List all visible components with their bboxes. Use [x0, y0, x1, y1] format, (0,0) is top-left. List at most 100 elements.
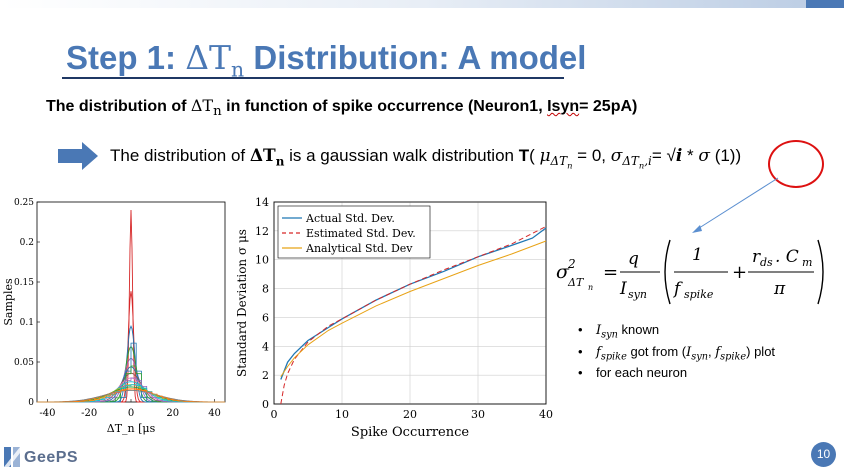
y-tick-label: 0.25	[14, 198, 34, 208]
formula-lparen	[664, 239, 671, 305]
list-sub: spike	[600, 351, 627, 363]
page-number-badge: 10	[811, 442, 836, 467]
y-tick-label: 0.2	[20, 238, 34, 248]
x-tick-label: -40	[39, 408, 55, 419]
list-sub2: syn	[691, 351, 709, 363]
formula-pi: π	[773, 279, 786, 299]
plot-border	[273, 201, 547, 405]
formula-f: f	[672, 279, 683, 299]
bullet-close: )	[735, 146, 742, 165]
bullet-mu: μ	[539, 146, 551, 166]
bullet-sigma: σ	[610, 146, 623, 166]
list-item: fspike got from (Isyn, fspike) plot	[578, 344, 775, 363]
list-sub: syn	[601, 329, 618, 341]
known-list: Isyn known fspike got from (Isyn, fspike…	[578, 322, 775, 383]
x-tick-label: 0	[271, 408, 278, 421]
formula-dot: . C	[775, 247, 799, 267]
y-tick-label: 2	[262, 369, 269, 382]
bullet-mu-sub: ΔT	[550, 154, 568, 169]
bullet-sigma-sub3: ,i	[644, 154, 652, 169]
bullet-paren: (	[529, 146, 540, 165]
bullet-i: i	[675, 146, 683, 166]
list-text: got from (	[626, 343, 687, 359]
formula-plus: +	[732, 262, 747, 283]
top-accent-bar	[806, 0, 844, 8]
x-tick-label: 20	[403, 408, 417, 421]
x-tick-label: 30	[471, 408, 485, 421]
bullet-pre: The distribution of	[110, 146, 250, 165]
legend-entry: Actual Std. Dev.	[305, 212, 395, 225]
bullet-ref: (1)	[709, 146, 736, 165]
legend-entry: Analytical Std. Dev	[305, 242, 413, 255]
y-tick-label: 0.15	[14, 278, 34, 288]
x-tick-label: 10	[335, 408, 349, 421]
formula-lhs: σ	[556, 261, 570, 283]
formula-cm-sub: m	[802, 256, 812, 269]
formula-lhs-sub: ΔT	[567, 276, 585, 289]
formula-rparen	[817, 239, 824, 305]
y-tick-label: 0	[28, 398, 34, 408]
y-tick-label: 10	[255, 254, 269, 267]
bullet-T: T	[518, 146, 530, 165]
title-sub: n	[231, 57, 245, 82]
y-tick-label: 0.05	[14, 358, 34, 368]
highlight-circle	[768, 140, 824, 188]
subtitle-mid: in function of spike occurrence (Neuron1…	[221, 98, 548, 115]
y-tick-label: 6	[262, 311, 269, 324]
series-line	[280, 226, 547, 405]
y-tick-label: 4	[262, 340, 269, 353]
bullet-mid: is a gaussian walk distribution	[284, 146, 519, 165]
right-arrow-icon	[58, 142, 98, 170]
formula-lhs-sup: 2	[567, 257, 576, 271]
list-item: Isyn known	[578, 322, 775, 341]
y-tick-label: 8	[262, 283, 269, 296]
y-axis-label: Standard Deviation σ μs	[235, 229, 249, 377]
title-underline	[62, 77, 564, 79]
legend-entry: Estimated Std. Dev.	[306, 227, 416, 240]
distribution-step	[37, 388, 225, 403]
std-chart: 0 10 20 30 40 0 2 4 6 8 10 12 14 Standard Deviation σ…	[235, 196, 553, 440]
bullet-sub: n	[275, 154, 285, 169]
geeps-logo-icon	[4, 447, 20, 467]
formula-eq: =	[603, 262, 618, 283]
y-tick-label: 12	[255, 225, 269, 238]
title-delta: ΔT	[185, 38, 232, 77]
formula-one: 1	[692, 245, 703, 265]
list-text2: ) plot	[746, 343, 776, 359]
y-axis-label: Samples	[2, 278, 15, 326]
slide-title: Step 1: ΔTn Distribution: A model	[66, 38, 586, 82]
formula-f-sub: spike	[684, 288, 714, 301]
x-tick-label: -20	[81, 408, 97, 419]
formula-isyn: I	[619, 279, 627, 299]
x-axis-label: ΔT_n [μs	[107, 422, 156, 435]
bullet-eq0: = 0,	[572, 146, 611, 165]
bullet-eq: = √	[651, 146, 676, 165]
bullet-star: *	[682, 146, 699, 165]
bullet-statement: The distribution of ΔTn is a gaussian wa…	[110, 146, 741, 171]
formula-lhs-sub2: n	[588, 283, 593, 292]
subtitle-isyn: Isyn	[547, 98, 580, 115]
bullet-sigma-sub: ΔT	[622, 154, 639, 169]
x-tick-label: 40	[539, 408, 553, 421]
sigma-formula: σ 2 ΔT n = q I syn 1 f spike + r ds . C …	[556, 236, 832, 313]
top-decorative-bar	[0, 0, 844, 8]
bullet-delta: ΔT	[249, 146, 276, 166]
y-tick-label: 0.1	[20, 318, 34, 328]
bullet-mu-sub2: n	[567, 160, 573, 171]
bullet-sigma2: σ	[698, 146, 710, 166]
bullet-sigma-sub2: n	[638, 160, 645, 171]
x-tick-label: 40	[208, 408, 221, 419]
formula-q: q	[628, 249, 639, 269]
list-sym3: f	[715, 344, 721, 360]
list-sub3: spike	[720, 351, 747, 363]
list-text: for each neuron	[596, 365, 688, 381]
series-line	[280, 227, 547, 380]
list-sym: I	[596, 323, 602, 338]
subtitle-pre: The distribution of	[46, 98, 191, 115]
subtitle-delta: ΔT	[190, 96, 214, 115]
series-line	[280, 240, 547, 377]
y-tick-label: 0	[262, 398, 269, 411]
distribution-chart: -40 -20 0 20 40 0 0.05 0.1 0.15 0.2 0.25 Samples ΔT_…	[2, 198, 226, 435]
subtitle-post: = 25pA)	[579, 98, 638, 115]
list-sym2: I	[686, 344, 692, 360]
